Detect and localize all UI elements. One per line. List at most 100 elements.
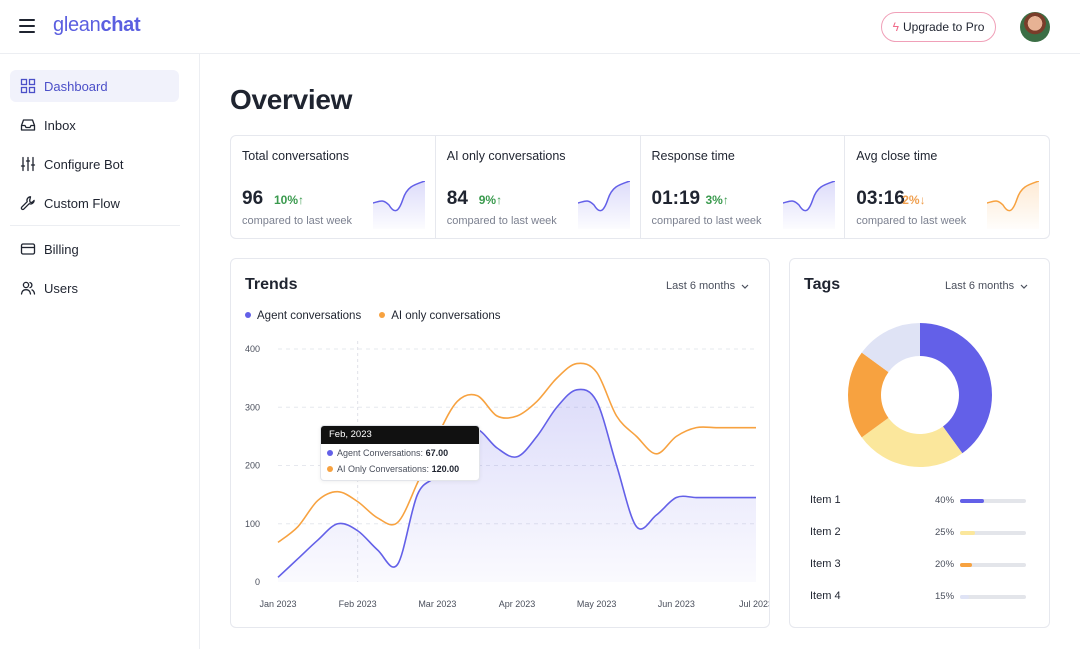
y-tick-label: 300 — [245, 402, 260, 412]
legend-dot — [379, 311, 386, 318]
tag-progress-fill — [960, 563, 972, 567]
stats-row: Total conversations 96 10%↑ compared to … — [230, 135, 1050, 239]
stat-card-avg-close-time: Avg close time 03:16 2%↓ compared to las… — [845, 136, 1049, 238]
chevron-down-icon — [1020, 284, 1028, 289]
tags-range-select[interactable]: Last 6 months — [945, 280, 1028, 292]
sidebar-item-custom-flow[interactable]: Custom Flow — [10, 187, 179, 219]
x-tick-label: Jun 2023 — [658, 599, 695, 609]
tooltip-ai-line: AI Only Conversations: 120.00 — [321, 463, 479, 476]
tags-card: Tags Last 6 months Item 1 40% Item 2 25%… — [789, 258, 1050, 628]
credit-card-icon — [20, 243, 36, 255]
sparkline — [577, 181, 630, 229]
stat-change-text: 2% — [902, 193, 920, 207]
tag-row: Item 1 40% — [810, 494, 1026, 508]
stat-change: 2%↓ — [902, 193, 925, 207]
tooltip-date: Feb, 2023 — [321, 426, 479, 444]
legend-item-ai: AI only conversations — [379, 310, 501, 322]
sidebar-divider — [10, 225, 180, 226]
y-tick-label: 400 — [245, 344, 260, 354]
users-icon — [20, 281, 36, 295]
range-label: Last 6 months — [666, 280, 736, 292]
stat-change-text: 10% — [274, 193, 299, 207]
stat-sub: compared to last week — [446, 215, 557, 227]
y-tick-label: 0 — [255, 577, 260, 587]
sidebar-item-inbox[interactable]: Inbox — [10, 109, 179, 141]
tag-row: Item 4 15% — [810, 590, 1026, 604]
stat-change: 9%↑ — [479, 193, 502, 207]
stat-change: 10%↑ — [274, 193, 304, 207]
page-title: Overview — [230, 84, 353, 115]
stat-value: 01:19 — [651, 188, 701, 209]
sidebar-item-dashboard[interactable]: Dashboard — [10, 70, 179, 102]
sidebar-item-label: Configure Bot — [44, 156, 124, 172]
chart-tooltip: Feb, 2023 Agent Conversations: 67.00 AI … — [320, 425, 480, 481]
tooltip-value: 120.00 — [431, 464, 460, 474]
sidebar-item-configure-bot[interactable]: Configure Bot — [10, 148, 179, 180]
sparkline — [782, 181, 835, 229]
sidebar: Dashboard Inbox Configure Bot Custom Flo… — [0, 54, 200, 649]
x-tick-label: May 2023 — [577, 599, 617, 609]
stat-sub: compared to last week — [242, 215, 353, 227]
x-tick-label: Feb 2023 — [339, 599, 377, 609]
sidebar-item-label: Custom Flow — [44, 195, 120, 211]
stat-change-text: 9% — [478, 193, 497, 207]
stat-value: 84 — [446, 188, 468, 209]
sidebar-item-users[interactable]: Users — [10, 272, 179, 304]
sliders-icon — [20, 156, 36, 172]
legend-item-agent: Agent conversations — [245, 310, 361, 322]
tags-donut-chart — [848, 323, 992, 467]
chevron-down-icon — [741, 284, 749, 289]
trends-chart: 0 100 200 300 400 Jan 2023 Feb 2023 Mar 2023 Apr… — [245, 341, 769, 609]
upgrade-label: Upgrade to Pro — [902, 20, 985, 34]
hamburger-menu-icon[interactable] — [19, 19, 35, 33]
chart-legend: Agent conversations AI only conversation… — [245, 310, 501, 322]
trends-range-select[interactable]: Last 6 months — [666, 280, 749, 292]
stat-title: Total conversations — [242, 149, 350, 163]
tag-progress-track — [960, 595, 1026, 599]
stat-card-response-time: Response time 01:19 3%↑ compared to last… — [641, 136, 846, 238]
donut-slice — [861, 417, 963, 467]
y-tick-label: 200 — [245, 461, 260, 471]
bolt-icon: ϟ — [892, 20, 899, 34]
arrow-down-icon: ↓ — [919, 193, 926, 207]
donut-slice — [848, 352, 889, 438]
stat-title: Response time — [651, 149, 735, 163]
logo-text-light: glean — [53, 14, 101, 36]
stat-change: 3%↑ — [706, 193, 729, 207]
sidebar-item-label: Users — [44, 280, 78, 296]
arrow-up-icon: ↑ — [722, 193, 729, 207]
tag-label: Item 2 — [810, 526, 841, 538]
tag-progress-fill — [960, 499, 984, 503]
sidebar-item-billing[interactable]: Billing — [10, 233, 179, 265]
app-logo[interactable]: gleanchat — [53, 14, 141, 37]
sidebar-item-label: Inbox — [44, 117, 76, 133]
tooltip-label: AI Only Conversations: — [337, 464, 430, 474]
avatar[interactable] — [1020, 12, 1050, 42]
logo-text-bold: chat — [100, 14, 141, 36]
tooltip-agent-line: Agent Conversations: 67.00 — [321, 447, 479, 460]
stat-title: Avg close time — [856, 149, 938, 163]
stat-card-total-conversations: Total conversations 96 10%↑ compared to … — [231, 136, 436, 238]
donut-slice — [920, 323, 992, 454]
x-tick-label: Mar 2023 — [418, 599, 456, 609]
x-tick-label: Jan 2023 — [259, 599, 296, 609]
tooltip-label: Agent Conversations: — [337, 448, 424, 458]
inbox-icon — [20, 119, 36, 131]
legend-label: AI only conversations — [391, 310, 501, 322]
grid-icon — [20, 78, 36, 94]
upgrade-button[interactable]: ϟ Upgrade to Pro — [881, 12, 996, 42]
stat-value: 96 — [242, 188, 264, 209]
sparkline — [373, 181, 425, 229]
sparkline — [987, 181, 1040, 229]
tag-progress-track — [960, 499, 1026, 503]
stat-title: AI only conversations — [446, 149, 566, 163]
x-tick-label: Jul 2023 — [739, 599, 769, 609]
tags-title: Tags — [804, 276, 841, 293]
range-label: Last 6 months — [945, 280, 1015, 292]
tag-progress-track — [960, 531, 1026, 535]
arrow-up-icon: ↑ — [298, 193, 305, 207]
tag-progress-fill — [960, 531, 975, 535]
tag-label: Item 3 — [810, 558, 841, 570]
tag-pct: 25% — [935, 527, 955, 538]
y-tick-label: 100 — [245, 519, 260, 529]
